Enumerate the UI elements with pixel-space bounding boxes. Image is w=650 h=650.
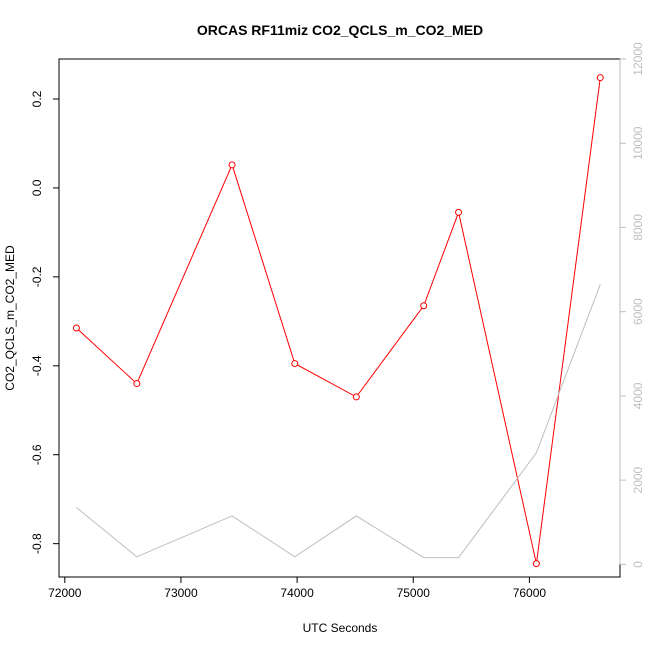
y-tick-label: -0.8 [30, 533, 44, 554]
y2-tick-label: 12000 [631, 42, 645, 76]
x-tick-label: 72000 [48, 586, 82, 600]
data-point [291, 360, 299, 368]
x-tick-label: 75000 [397, 586, 431, 600]
y2-tick-label: 4000 [631, 382, 645, 409]
y-tick-label: -0.6 [30, 444, 44, 465]
data-point [420, 302, 428, 310]
y-tick-label: -0.4 [30, 355, 44, 376]
y-tick-label: 0.0 [30, 179, 44, 196]
plot-area [58, 58, 621, 578]
y2-tick-label: 0 [631, 561, 645, 568]
y2-tick-label: 8000 [631, 214, 645, 241]
data-point [72, 324, 80, 332]
y-axis-left: -0.8 -0.6 -0.4 -0.2 0.0 0.2 [30, 90, 60, 554]
y-axis-right: 0 2000 4000 6000 8000 10000 12000 [619, 42, 645, 568]
series-layer [72, 74, 604, 568]
series-line-left [76, 77, 601, 564]
data-point [228, 161, 236, 169]
chart-title: ORCAS RF11miz CO2_QCLS_m_CO2_MED [197, 22, 483, 38]
y2-tick-label: 10000 [631, 126, 645, 160]
y-axis-label: CO2_QCLS_m_CO2_MED [3, 245, 17, 391]
y2-tick-label: 2000 [631, 466, 645, 493]
x-tick-label: 76000 [513, 586, 547, 600]
y-tick-label: -0.2 [30, 266, 44, 287]
y2-tick-label: 6000 [631, 298, 645, 325]
data-point [133, 380, 141, 388]
x-axis: 72000 73000 74000 75000 76000 [48, 576, 547, 600]
data-point [455, 208, 463, 216]
data-point [532, 560, 540, 568]
series-line-right [76, 284, 601, 559]
data-point [596, 74, 604, 82]
x-axis-label: UTC Seconds [303, 621, 378, 635]
x-tick-label: 74000 [280, 586, 314, 600]
y-tick-label: 0.2 [30, 90, 44, 107]
x-tick-label: 73000 [164, 586, 198, 600]
data-point [352, 393, 360, 401]
